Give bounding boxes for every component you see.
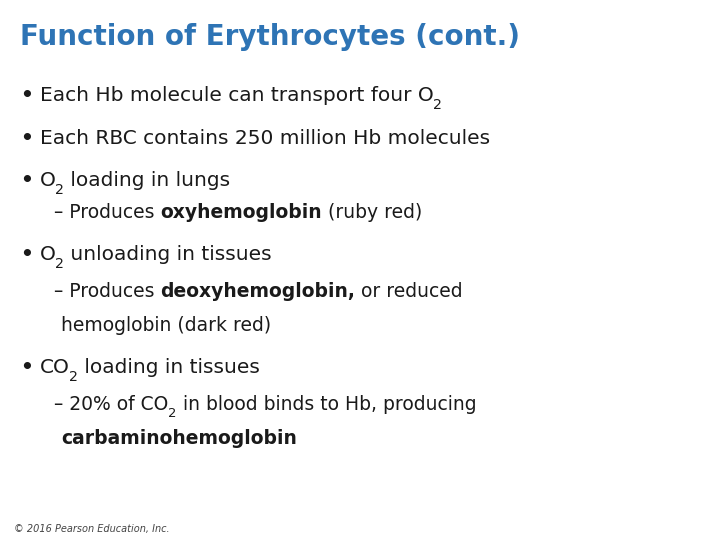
Text: (ruby red): (ruby red) <box>322 203 423 222</box>
Text: 2: 2 <box>55 257 64 271</box>
Text: in blood binds to Hb, producing: in blood binds to Hb, producing <box>176 395 477 414</box>
Text: O: O <box>40 245 55 264</box>
Text: or reduced: or reduced <box>356 282 463 301</box>
Text: Each RBC contains 250 million Hb molecules: Each RBC contains 250 million Hb molecul… <box>40 129 490 147</box>
Text: – Produces: – Produces <box>54 203 161 222</box>
Text: Function of Erythrocytes (cont.): Function of Erythrocytes (cont.) <box>20 23 520 51</box>
Text: O: O <box>40 171 55 190</box>
Text: © 2016 Pearson Education, Inc.: © 2016 Pearson Education, Inc. <box>14 523 170 534</box>
Text: – Produces: – Produces <box>54 282 161 301</box>
Text: •: • <box>20 245 33 264</box>
Text: 2: 2 <box>55 183 64 197</box>
Text: carbaminohemoglobin: carbaminohemoglobin <box>61 429 297 448</box>
Text: 2: 2 <box>168 407 176 420</box>
Text: unloading in tissues: unloading in tissues <box>64 245 272 264</box>
Text: •: • <box>20 86 33 105</box>
Text: loading in tissues: loading in tissues <box>78 358 260 377</box>
Text: 2: 2 <box>433 98 442 112</box>
Text: •: • <box>20 358 33 377</box>
Text: oxyhemoglobin: oxyhemoglobin <box>161 203 322 222</box>
Text: deoxyhemoglobin,: deoxyhemoglobin, <box>161 282 356 301</box>
Text: Each Hb molecule can transport four O: Each Hb molecule can transport four O <box>40 86 433 105</box>
Text: hemoglobin (dark red): hemoglobin (dark red) <box>61 316 271 335</box>
Text: – 20% of CO: – 20% of CO <box>54 395 168 414</box>
Text: •: • <box>20 129 33 147</box>
Text: 2: 2 <box>69 370 78 384</box>
Text: •: • <box>20 171 33 190</box>
Text: CO: CO <box>40 358 69 377</box>
Text: loading in lungs: loading in lungs <box>64 171 230 190</box>
